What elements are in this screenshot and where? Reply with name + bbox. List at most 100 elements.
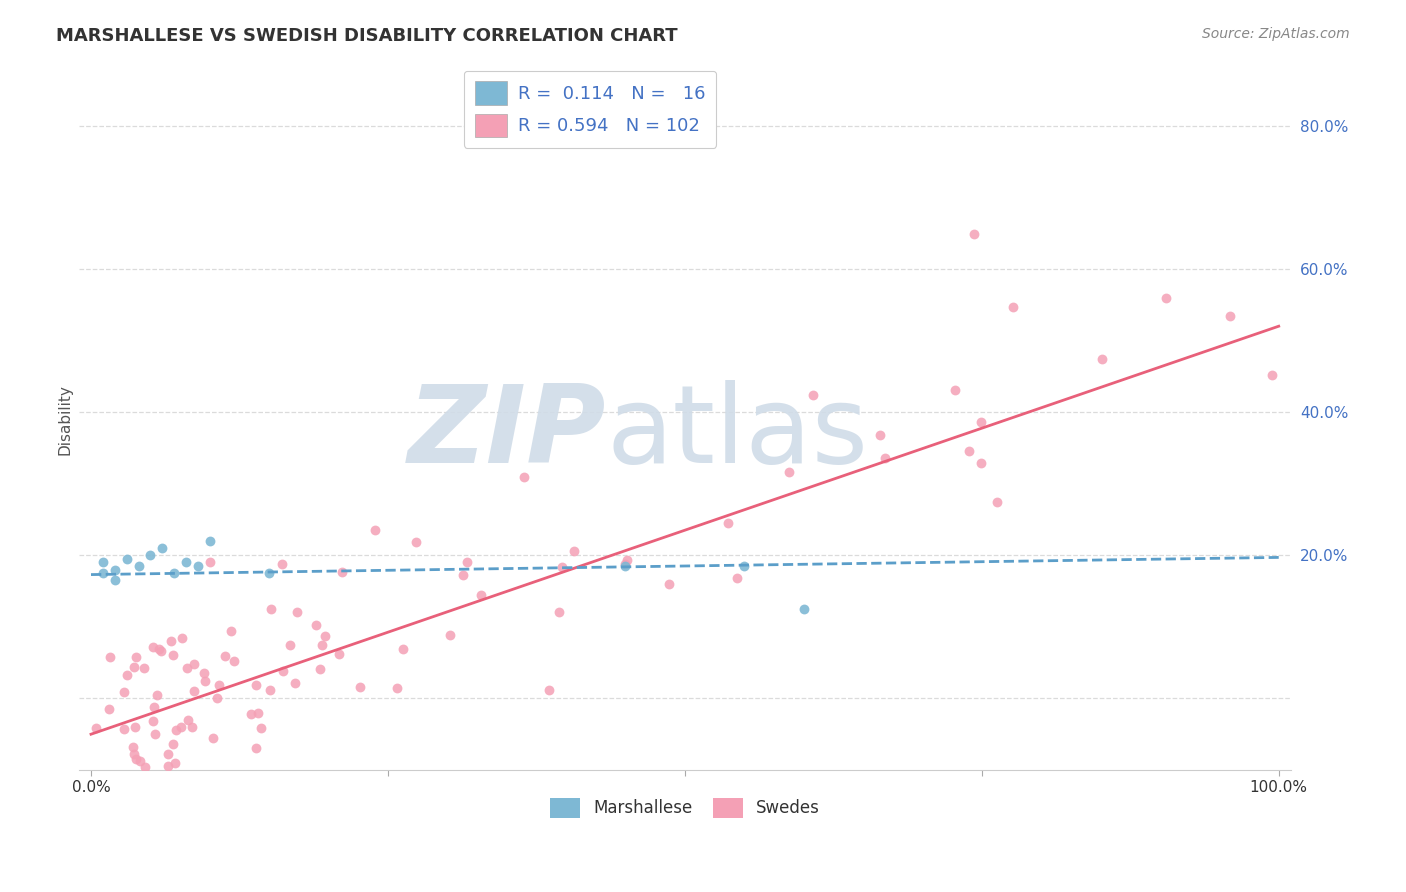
Point [439,627,461,641]
Point [1154,291,1177,305]
Point [111,797,134,812]
Point [222,654,245,668]
Point [165,723,187,737]
Point [163,566,186,581]
Point [205,690,228,705]
Point [793,602,815,616]
Point [309,662,332,676]
Point [142,829,165,843]
Point [1001,300,1024,314]
Y-axis label: Disability: Disability [58,384,72,455]
Point [1218,310,1240,324]
Point [172,631,194,645]
Point [219,624,242,638]
Point [717,516,740,530]
Point [177,714,200,728]
Point [363,523,385,537]
Point [174,556,197,570]
Point [614,559,637,574]
Point [562,543,585,558]
Point [470,588,492,602]
Point [150,644,173,658]
Point [162,648,184,662]
Point [150,541,173,555]
Point [405,535,427,549]
Point [183,684,205,698]
Point [513,469,536,483]
Text: Source: ZipAtlas.com: Source: ZipAtlas.com [1202,27,1350,41]
Point [143,727,166,741]
Point [104,776,127,790]
Point [129,755,152,769]
Point [392,641,415,656]
Point [456,555,478,569]
Point [328,648,350,662]
Point [285,605,308,619]
Point [284,676,307,690]
Point [115,552,138,566]
Point [943,384,966,398]
Point [105,775,128,789]
Point [270,557,292,571]
Point [157,758,180,772]
Point [385,681,408,695]
Point [122,660,145,674]
Text: ZIP: ZIP [408,380,606,486]
Point [451,567,474,582]
Point [91,566,114,581]
Point [551,560,574,574]
Point [139,548,162,562]
Point [733,559,755,574]
Point [84,721,107,735]
Point [537,683,560,698]
Point [962,227,984,242]
Point [176,660,198,674]
Point [183,657,205,671]
Point [250,721,273,735]
Point [143,700,166,714]
Point [970,415,993,429]
Point [125,752,148,766]
Point [305,618,328,632]
Point [156,747,179,762]
Point [98,650,121,665]
Text: MARSHALLESE VS SWEDISH DISABILITY CORRELATION CHART: MARSHALLESE VS SWEDISH DISABILITY CORREL… [56,27,678,45]
Point [278,639,301,653]
Point [240,706,263,721]
Point [148,642,170,657]
Point [257,566,280,581]
Point [548,605,571,619]
Point [198,533,221,548]
Point [132,784,155,798]
Point [202,731,225,745]
Point [162,737,184,751]
Point [134,660,156,674]
Point [112,722,135,736]
Point [165,756,187,771]
Point [1261,368,1284,382]
Point [986,495,1008,509]
Point [214,649,236,664]
Point [97,702,120,716]
Point [198,555,221,569]
Point [778,465,800,479]
Point [142,640,165,654]
Point [725,571,748,585]
Point [658,577,681,591]
Point [271,664,294,678]
Point [873,450,896,465]
Point [245,678,267,692]
Point [245,741,267,756]
Point [193,665,215,680]
Point [349,680,371,694]
Point [160,634,183,648]
Point [104,563,127,577]
Point [180,720,202,734]
Point [801,388,824,402]
Point [112,685,135,699]
Point [124,720,146,734]
Point [970,456,993,470]
Legend: Marshallese, Swedes: Marshallese, Swedes [543,791,827,825]
Point [613,557,636,571]
Point [957,444,980,458]
